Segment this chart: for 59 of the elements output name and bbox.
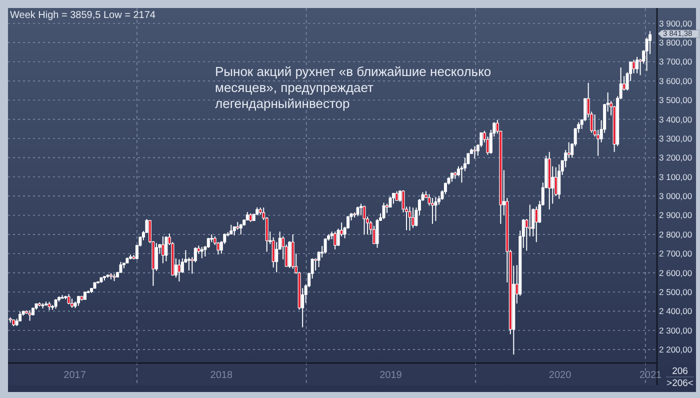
y-tick-label: 2 400,00 xyxy=(659,306,692,316)
y-tick-label: 2 800,00 xyxy=(659,229,692,240)
candlestick xyxy=(450,172,454,182)
y-tick-label: 3 700,00 xyxy=(659,56,692,67)
y-tick-label: 3 400,00 xyxy=(659,114,692,124)
x-tick-label: 2019 xyxy=(380,370,402,381)
candlestick xyxy=(632,59,636,74)
candlestick xyxy=(558,164,561,200)
candlestick xyxy=(239,223,242,235)
candlestick xyxy=(54,298,58,310)
text: 206 xyxy=(672,366,688,377)
candlestick xyxy=(382,202,386,220)
x-tick-label: 2017 xyxy=(64,370,86,381)
candlestick xyxy=(154,242,158,272)
candlestick xyxy=(434,196,438,222)
candlestick xyxy=(334,231,337,250)
candlestick xyxy=(411,207,414,228)
candlestick xyxy=(408,206,412,232)
candlestick xyxy=(18,311,22,322)
y-tick-label: 3 300,00 xyxy=(659,133,692,144)
candlestick xyxy=(395,190,398,202)
y-tick-label: 3 500,00 xyxy=(659,95,692,106)
candlestick xyxy=(567,142,570,158)
y-tick-label: 3 800,00 xyxy=(659,38,692,48)
x-tick-label: 2021 xyxy=(639,370,662,381)
candlestick xyxy=(67,294,70,305)
y-tick-label: 3 200,00 xyxy=(659,152,692,163)
y-tick-label: 2 900,00 xyxy=(659,210,692,220)
candlestick xyxy=(230,224,233,235)
candlestick xyxy=(534,206,538,243)
candlestick xyxy=(187,256,190,272)
y-tick-label: 2 300,00 xyxy=(659,325,692,336)
candlestick xyxy=(200,246,204,259)
y-tick-label: 2 500,00 xyxy=(659,286,692,297)
y-tick-label: 3 100,00 xyxy=(659,172,692,182)
candlestick xyxy=(356,206,360,217)
x-tick-label: 2018 xyxy=(210,370,233,381)
y-tick-label: 2 200,00 xyxy=(659,344,692,355)
x-tick-label: 2020 xyxy=(548,370,572,381)
chart-subtitle: Week High = 3859,5 Low = 2174 xyxy=(10,10,156,21)
y-tick-label: 2 700,00 xyxy=(659,248,692,259)
candlestick xyxy=(28,310,32,322)
candlestick xyxy=(360,203,363,216)
y-tick-label: 3 000,00 xyxy=(659,191,692,202)
text: Рынок акций рухнет «в ближайшие несколько месяцев», предупреждает легендарныйинвестор xyxy=(215,64,492,111)
candlestick xyxy=(164,236,168,262)
candlestick xyxy=(161,236,164,264)
y-tick-label: 3 600,00 xyxy=(659,76,692,86)
y-tick-label: 2 600,00 xyxy=(659,268,692,278)
candlestick xyxy=(473,146,476,160)
candlestick xyxy=(119,261,122,274)
candlestick xyxy=(636,56,639,74)
candlestick xyxy=(430,197,434,224)
text: >206< xyxy=(666,378,694,389)
candlestick xyxy=(362,205,366,235)
y-tick-label: 3 900,00 xyxy=(659,18,692,28)
candlestick xyxy=(70,298,74,308)
candlestick xyxy=(324,238,327,254)
candlestick xyxy=(178,258,181,282)
